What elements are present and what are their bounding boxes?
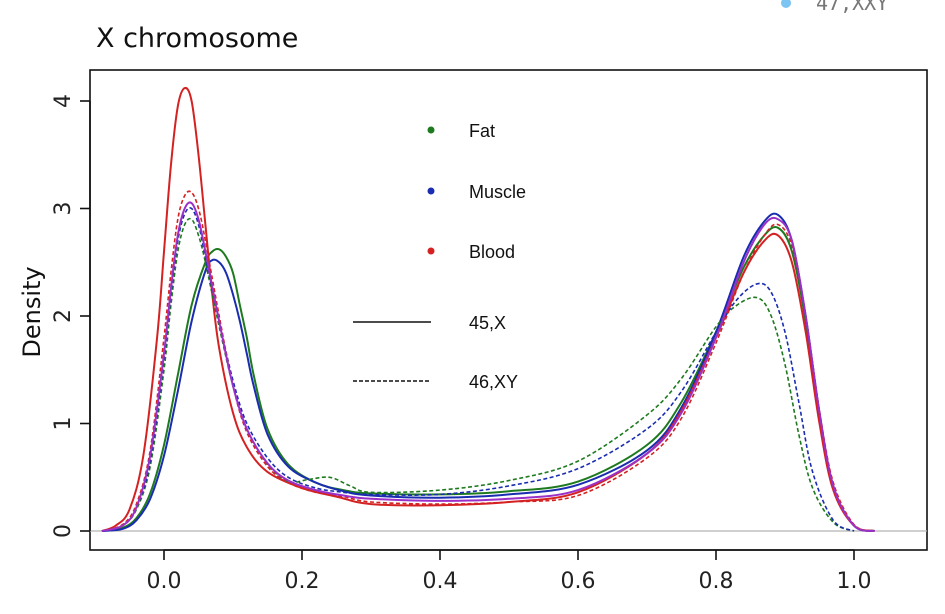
legend-label-45x: 45,X	[469, 313, 506, 333]
y-tick-label: 2	[51, 309, 76, 323]
series-line-purple	[101, 201, 875, 532]
legend-label-muscle: Muscle	[469, 182, 526, 202]
legend-dot-blood	[427, 247, 435, 255]
y-axis-label: Density	[18, 266, 46, 357]
curves	[101, 86, 875, 532]
chart-title: X chromosome	[96, 23, 298, 54]
corner-legend-entry: 47,XXY	[781, 0, 888, 15]
legend-dot-fat	[427, 126, 435, 134]
x-tick-label: 0.6	[561, 569, 596, 594]
x-tick-label: 1.0	[837, 569, 872, 594]
legend-label-blood: Blood	[469, 242, 515, 262]
x-tick-label: 0.0	[147, 569, 182, 594]
y-axis: 0 1 2 3 4	[51, 94, 91, 538]
x-axis: 0.0 0.2 0.4 0.6 0.8 1.0	[147, 549, 872, 594]
corner-legend-label: 47,XXY	[816, 0, 888, 15]
x-tick-label: 0.2	[285, 569, 320, 594]
corner-legend-dot	[781, 0, 791, 8]
x-tick-label: 0.8	[699, 569, 734, 594]
y-tick-label: 3	[51, 202, 76, 216]
legend-dot-muscle	[427, 187, 435, 195]
y-tick-label: 0	[51, 524, 76, 538]
legend: Fat Muscle Blood 45,X 46,XY	[353, 121, 526, 392]
series-line-muscle-45-x	[101, 212, 875, 532]
legend-label-46xy: 46,XY	[469, 372, 518, 392]
y-tick-label: 1	[51, 417, 76, 431]
legend-label-fat: Fat	[469, 121, 495, 141]
x-tick-label: 0.4	[423, 569, 458, 594]
y-tick-label: 4	[51, 94, 76, 108]
series-line-blood-46-xy	[101, 190, 875, 532]
